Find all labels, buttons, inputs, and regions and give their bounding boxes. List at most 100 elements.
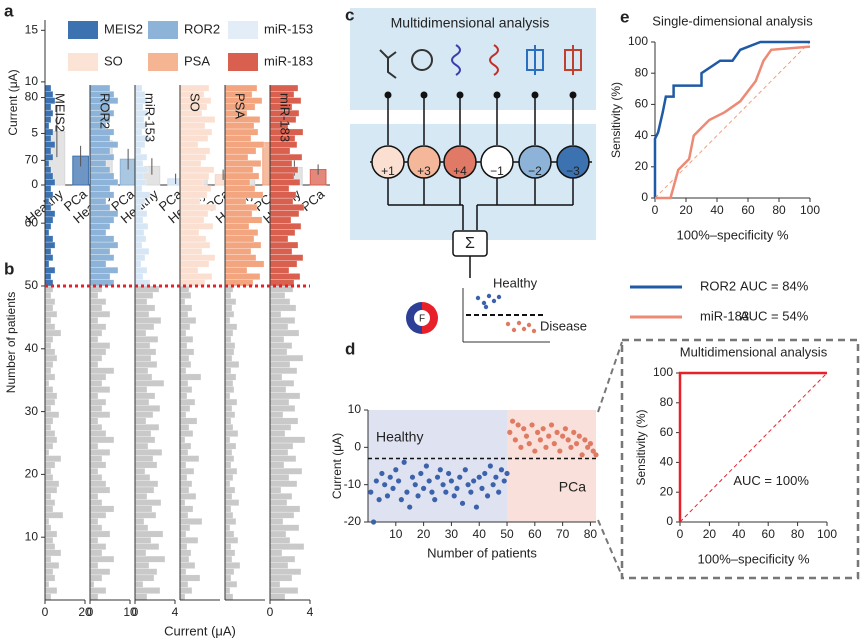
bar [179,581,189,588]
bar [224,587,231,594]
bar [134,593,148,601]
legend-swatch [68,53,98,71]
bar [179,474,188,481]
bar [179,493,197,500]
dots [384,91,577,99]
bar [269,505,301,513]
x-tick-label: 0 [677,527,684,541]
bar [269,562,289,569]
bar [44,562,60,569]
panel-label: a [4,1,14,20]
bar [44,317,52,324]
bar [179,185,212,192]
y-tick-label: 20 [635,159,649,173]
bar [44,266,56,274]
y-axis-label: Number of patients [4,292,18,393]
bar [89,179,119,186]
bar [134,537,152,544]
bar [44,166,52,174]
legend-swatch [68,21,98,39]
point [421,485,427,491]
point [462,467,468,473]
bar [89,229,107,236]
y-axis-label: Sensitivity (%) [609,82,623,158]
series-label: miR-153 [143,93,158,142]
bar [44,549,62,557]
point [507,429,513,435]
point [501,478,507,484]
y-tick-label: 100 [628,34,648,48]
x-tick-label: 70 [556,527,570,541]
bar [179,153,207,161]
bar [44,179,56,186]
bar [44,109,54,117]
bar [89,587,107,594]
point [468,489,474,495]
bar [224,223,250,230]
weight: −1 [490,164,504,178]
point [543,444,549,450]
bar [134,260,142,268]
point [582,437,588,443]
bar [134,160,144,167]
bar [269,449,289,456]
point [576,433,582,439]
bar [224,254,257,262]
bar [269,317,296,324]
bar [269,298,291,305]
bar [44,467,52,475]
point [523,433,530,439]
bar [269,329,300,337]
bar [269,141,298,148]
bar [224,128,259,136]
bar [224,405,233,412]
bar [269,153,303,161]
bar [134,511,157,519]
point [404,489,410,495]
y-tick-label: 80 [660,395,674,409]
bar [179,587,193,594]
bar [269,493,293,500]
bar [89,417,99,425]
x-tick-label: 50 [500,527,514,541]
bar [134,568,158,576]
point [512,437,518,443]
bar [89,386,111,393]
bar [134,549,147,557]
bar [44,229,50,236]
bar [89,486,111,494]
point [504,470,510,477]
healthy-label: Healthy [493,275,538,290]
score: F [419,314,425,325]
bar [224,461,232,469]
bar [269,310,282,318]
bar [44,185,52,192]
bar [89,499,103,506]
bar [269,392,301,400]
bar [89,537,99,544]
bar [269,380,295,387]
bar [179,423,190,431]
point [465,482,471,488]
bar [134,204,142,211]
bar [44,135,52,142]
y-tick-label: 80 [25,90,39,104]
bar [179,229,200,236]
panel-label: b [4,259,14,278]
bar [89,273,111,280]
bar [269,185,290,192]
bar [224,581,238,588]
bar [269,537,291,544]
bar [89,593,99,601]
bar [224,436,231,444]
y-tick-label: -10 [344,477,362,491]
bar [134,411,154,419]
bar [179,555,190,563]
bar [89,304,103,312]
x-tick-label: 40 [732,527,746,541]
bar [224,480,231,488]
point [518,444,524,450]
x-tick-label: 0 [87,605,94,619]
y-tick-label: 60 [660,425,674,439]
point [490,482,496,488]
